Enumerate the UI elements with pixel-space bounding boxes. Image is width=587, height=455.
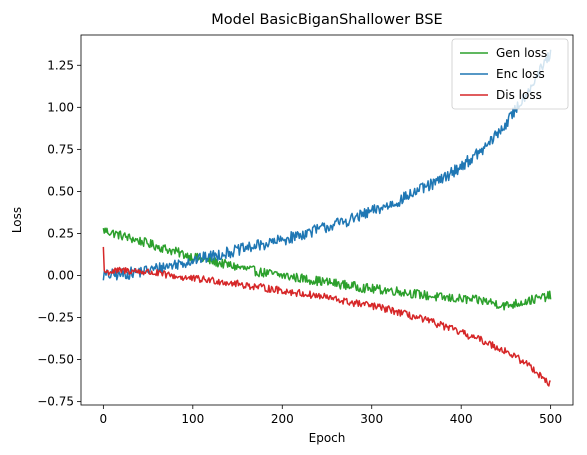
y-tick-label: −0.75 [37,395,74,409]
x-tick-label: 300 [360,412,383,426]
x-tick-label: 400 [450,412,473,426]
legend-box [451,38,569,110]
y-tick-label: 0.75 [47,142,74,156]
chart-title: Model BasicBiganShallower BSE [211,12,442,28]
legend-label: Enc loss [496,67,545,81]
x-axis: 0 100 200 300 400 500 [100,405,562,426]
legend: Gen loss Enc loss Dis loss [451,38,569,110]
y-axis: −0.75 −0.50 −0.25 0.00 0.25 0.50 0.75 1.00 1.25 [37,58,81,409]
x-tick-label: 500 [539,412,562,426]
y-axis-label: Loss [10,207,24,233]
series-line-dis-loss [102,246,551,387]
series-line-gen-loss [102,227,552,311]
y-tick-label: −0.50 [37,353,74,367]
y-tick-label: 0.25 [47,226,74,240]
series-line-enc-loss [102,49,552,281]
x-tick-label: 100 [181,412,204,426]
y-tick-label: −0.25 [37,311,74,325]
y-tick-label: 0.00 [47,269,74,283]
x-tick-label: 200 [271,412,294,426]
y-tick-label: 0.50 [47,184,74,198]
plot-frame [80,34,574,406]
x-axis-label: Epoch [309,431,346,445]
x-tick-label: 0 [100,412,108,426]
legend-label: Dis loss [496,88,542,102]
y-tick-label: 1.00 [47,100,74,114]
series-layer [102,49,552,387]
legend-label: Gen loss [496,46,547,60]
y-tick-label: 1.25 [47,58,74,72]
